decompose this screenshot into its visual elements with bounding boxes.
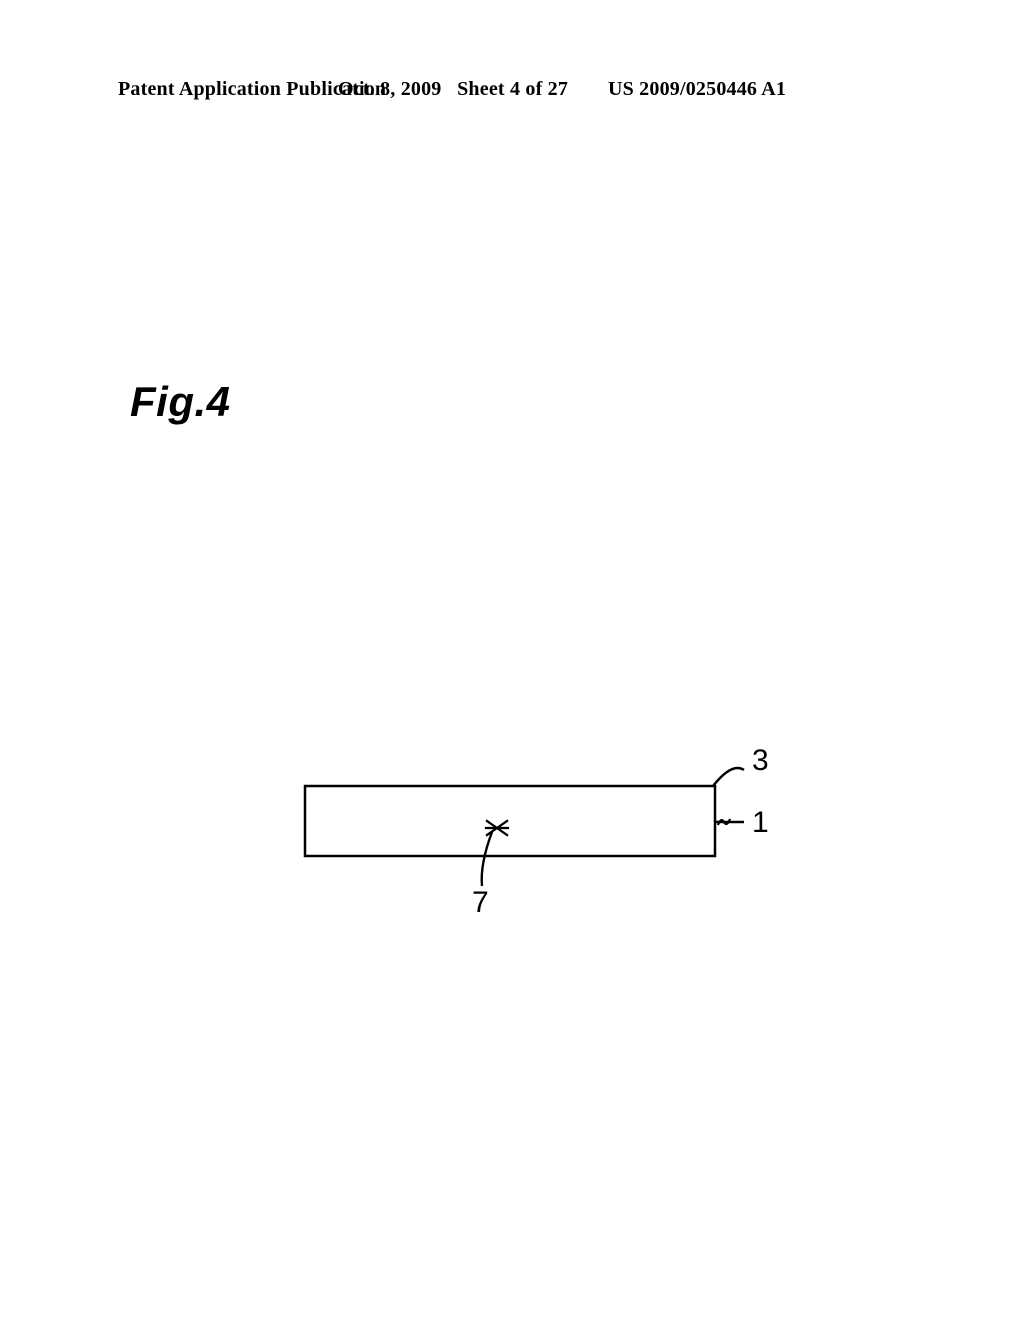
svg-text:7: 7 xyxy=(472,886,489,919)
patent-diagram: 3 1 7 xyxy=(0,0,1024,1320)
callout-7: 7 xyxy=(472,832,492,919)
page: Patent Application Publication Oct. 8, 2… xyxy=(0,0,1024,1320)
svg-text:1: 1 xyxy=(752,806,769,839)
callout-3: 3 xyxy=(713,744,769,786)
callout-1: 1 xyxy=(715,806,769,839)
svg-text:3: 3 xyxy=(752,744,769,777)
star-mark xyxy=(485,820,509,835)
